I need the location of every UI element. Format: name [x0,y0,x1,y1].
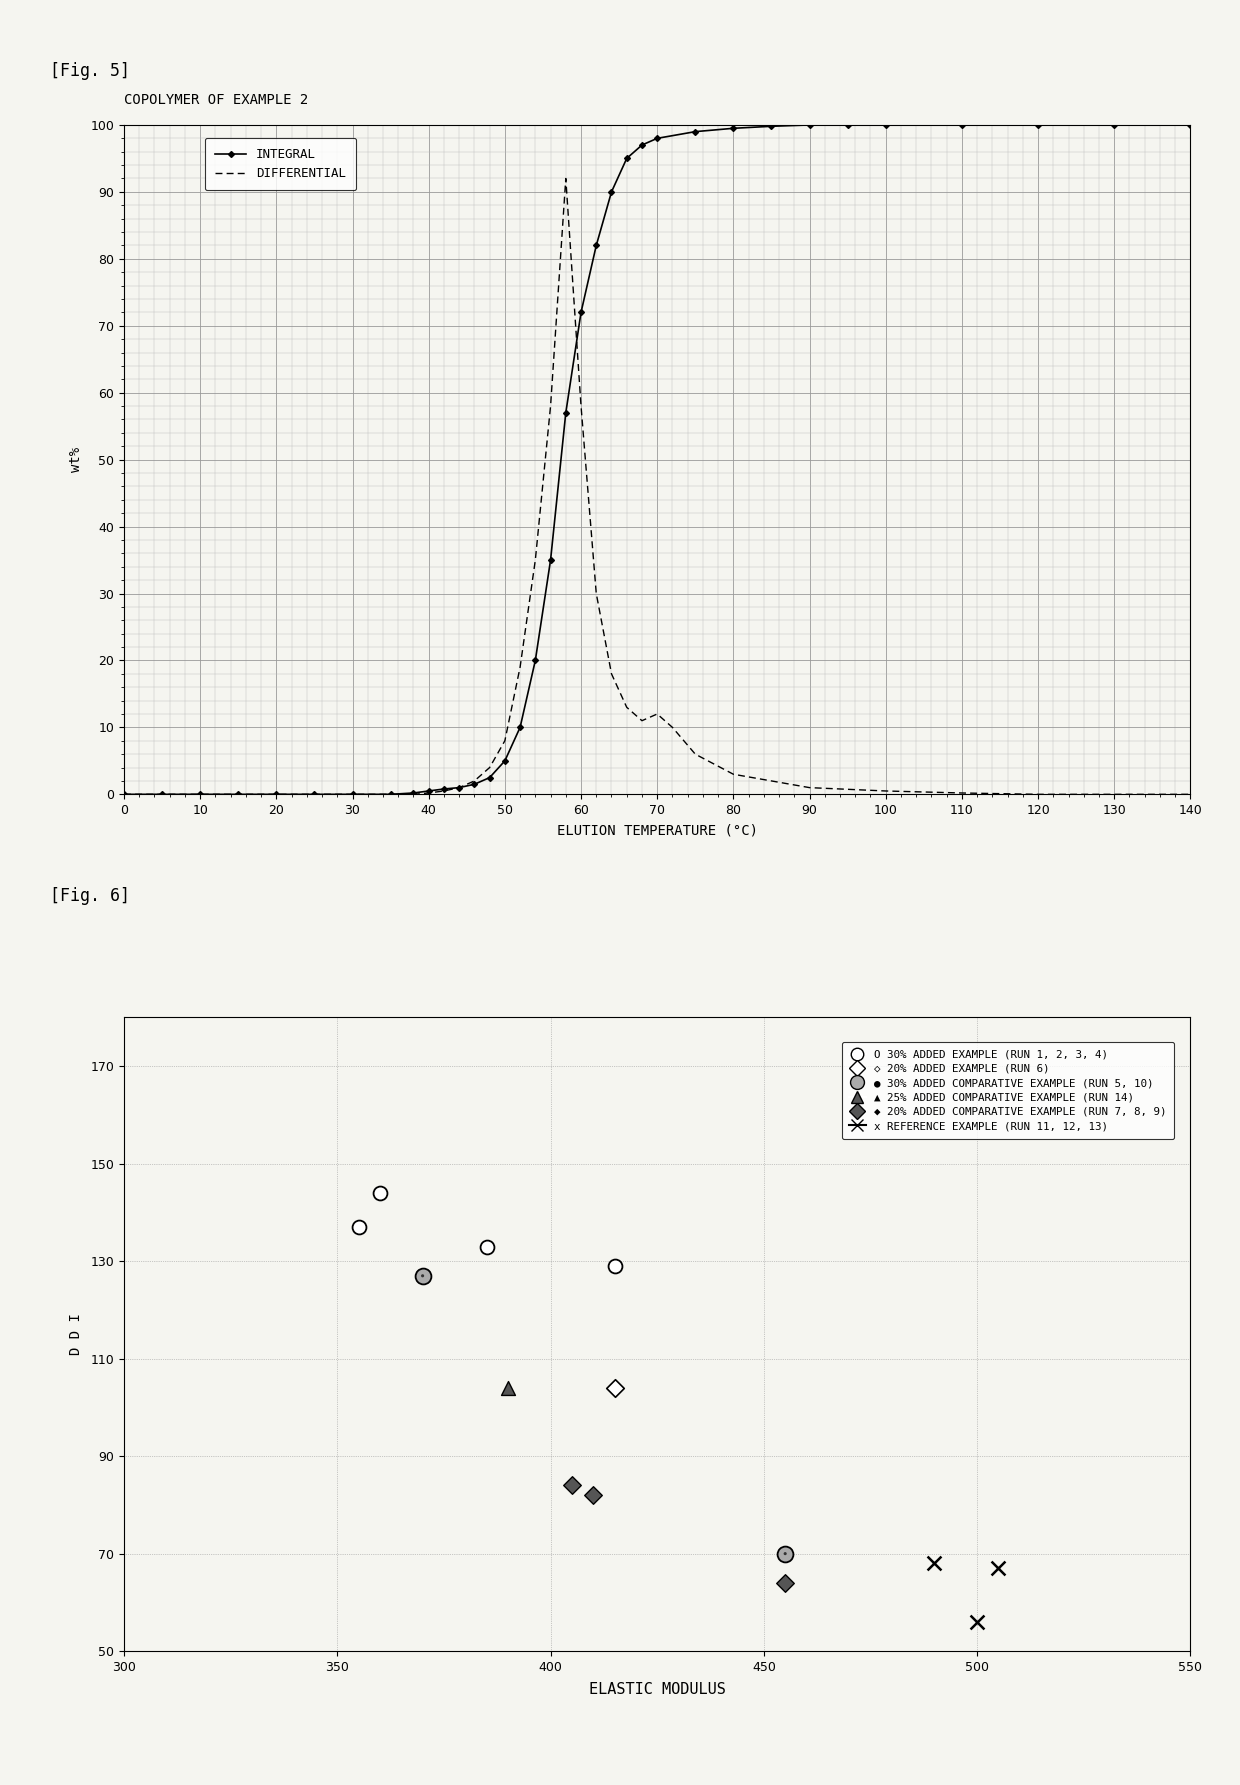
Point [605,1251,625,1280]
INTEGRAL [589,234,604,255]
DIFFERENTIAL [574,394,589,416]
Point [498,1374,518,1403]
INTEGRAL [543,550,558,571]
DIFFERENTIAL [725,764,740,785]
Point [413,1262,433,1291]
INTEGRAL [1183,114,1198,136]
INTEGRAL [155,784,170,805]
Text: [Fig. 6]: [Fig. 6] [50,887,130,905]
Point [605,1374,625,1403]
DIFFERENTIAL [665,716,680,739]
INTEGRAL [650,127,665,148]
INTEGRAL [467,773,482,794]
Y-axis label: wt%: wt% [69,446,83,473]
Point [775,1539,795,1567]
DIFFERENTIAL [436,780,451,801]
INTEGRAL [383,784,398,805]
Legend: INTEGRAL, DIFFERENTIAL: INTEGRAL, DIFFERENTIAL [205,137,356,191]
INTEGRAL [955,114,970,136]
INTEGRAL [512,716,527,739]
Point [562,1471,582,1499]
INTEGRAL [574,302,589,323]
INTEGRAL [725,118,740,139]
X-axis label: ELASTIC MODULUS: ELASTIC MODULUS [589,1681,725,1698]
DIFFERENTIAL [482,757,497,778]
Point [476,1232,496,1260]
Legend: O 30% ADDED EXAMPLE (RUN 1, 2, 3, 4), ◇ 20% ADDED EXAMPLE (RUN 6), ● 30% ADDED C: O 30% ADDED EXAMPLE (RUN 1, 2, 3, 4), ◇ … [842,1042,1174,1139]
INTEGRAL [269,784,284,805]
INTEGRAL [635,134,650,155]
DIFFERENTIAL [512,657,527,678]
Point [967,1608,987,1637]
Point [988,1555,1008,1583]
Point [775,1539,795,1567]
INTEGRAL [1030,114,1045,136]
INTEGRAL [482,768,497,789]
INTEGRAL [841,114,856,136]
INTEGRAL [802,114,817,136]
INTEGRAL [436,778,451,800]
INTEGRAL [117,784,131,805]
INTEGRAL [231,784,246,805]
INTEGRAL [451,776,466,798]
INTEGRAL [528,650,543,671]
INTEGRAL [422,780,436,801]
DIFFERENTIAL [528,550,543,571]
Y-axis label: D D I: D D I [69,1314,83,1355]
DIFFERENTIAL [422,782,436,803]
DIFFERENTIAL [650,703,665,725]
DIFFERENTIAL [467,769,482,791]
Point [583,1482,603,1510]
DIFFERENTIAL [688,743,703,764]
DIFFERENTIAL [451,776,466,798]
DIFFERENTIAL [117,784,131,805]
DIFFERENTIAL [405,784,420,805]
Text: [Fig. 5]: [Fig. 5] [50,62,130,80]
DIFFERENTIAL [955,782,970,803]
INTEGRAL [345,784,360,805]
DIFFERENTIAL [589,582,604,603]
X-axis label: ELUTION TEMPERATURE (°C): ELUTION TEMPERATURE (°C) [557,825,758,837]
INTEGRAL [1107,114,1122,136]
INTEGRAL [619,148,634,170]
INTEGRAL [308,784,322,805]
INTEGRAL [405,782,420,803]
Line: DIFFERENTIAL: DIFFERENTIAL [124,178,1190,794]
DIFFERENTIAL [383,784,398,805]
DIFFERENTIAL [1183,784,1198,805]
DIFFERENTIAL [345,784,360,805]
Line: INTEGRAL: INTEGRAL [122,123,1193,796]
Point [413,1262,433,1291]
Point [925,1549,945,1578]
INTEGRAL [604,180,619,202]
Point [370,1178,389,1207]
Point [775,1569,795,1598]
INTEGRAL [497,750,512,771]
Point [348,1212,368,1241]
INTEGRAL [764,116,779,137]
DIFFERENTIAL [619,696,634,718]
DIFFERENTIAL [497,730,512,751]
DIFFERENTIAL [1107,784,1122,805]
DIFFERENTIAL [543,394,558,416]
DIFFERENTIAL [604,662,619,684]
INTEGRAL [878,114,893,136]
DIFFERENTIAL [558,168,573,189]
INTEGRAL [688,121,703,143]
DIFFERENTIAL [1030,784,1045,805]
DIFFERENTIAL [878,780,893,801]
DIFFERENTIAL [802,776,817,798]
INTEGRAL [558,402,573,423]
INTEGRAL [192,784,207,805]
Text: COPOLYMER OF EXAMPLE 2: COPOLYMER OF EXAMPLE 2 [124,93,309,107]
DIFFERENTIAL [635,710,650,732]
